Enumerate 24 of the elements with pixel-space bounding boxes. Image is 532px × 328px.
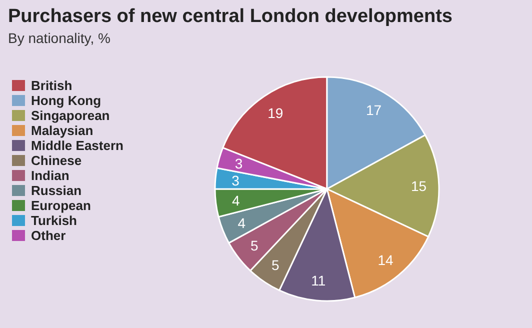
chart-subtitle: By nationality, % <box>8 30 110 46</box>
data-label: 3 <box>234 155 243 172</box>
legend-label: Other <box>31 228 66 243</box>
legend-label: Russian <box>31 183 82 198</box>
data-label: 15 <box>411 178 427 194</box>
legend-label: Singaporean <box>31 108 110 123</box>
data-label: 5 <box>250 237 259 254</box>
data-label: 3 <box>232 172 240 188</box>
chart-title: Purchasers of new central London developments <box>8 6 452 28</box>
data-label: 4 <box>232 192 240 209</box>
legend-label: Turkish <box>31 213 77 228</box>
data-label: 17 <box>366 102 382 118</box>
legend-label: European <box>31 198 91 213</box>
data-label: 14 <box>378 252 394 268</box>
data-label: 19 <box>268 105 284 122</box>
legend-label: Indian <box>31 168 70 183</box>
legend-label: Chinese <box>31 153 82 168</box>
legend-label: Hong Kong <box>31 93 102 108</box>
legend-label: British <box>31 78 72 93</box>
legend-label: Malaysian <box>31 123 94 138</box>
legend-label: Middle Eastern <box>31 138 124 153</box>
data-label: 11 <box>311 272 326 288</box>
data-label: 5 <box>271 256 280 273</box>
data-label: 4 <box>238 214 246 231</box>
